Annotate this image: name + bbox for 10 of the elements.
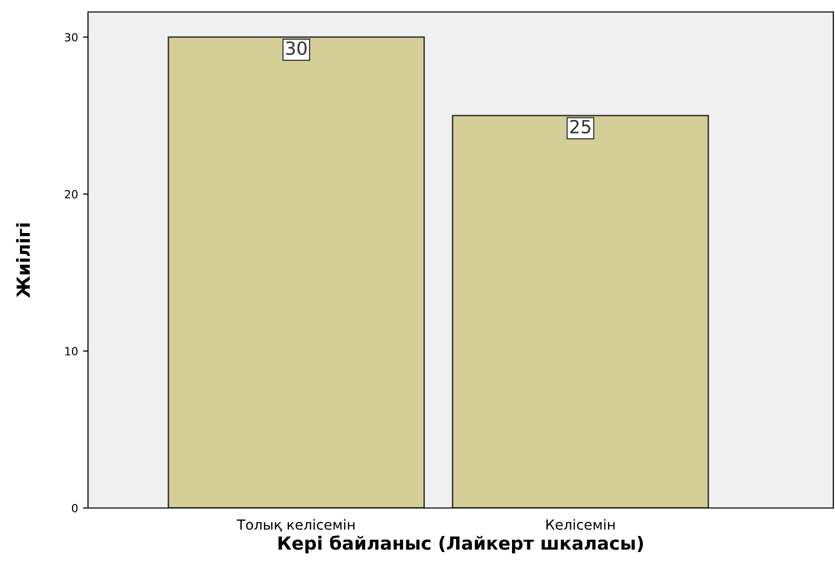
- x-tick-label: Толық келісемін: [236, 519, 354, 532]
- data-label: 30: [286, 41, 307, 56]
- y-tick-label: 30: [64, 33, 78, 42]
- x-tick-label: Келісемін: [546, 519, 615, 530]
- y-axis-title: Жиілігі: [16, 224, 30, 298]
- y-tick-label: 10: [65, 347, 78, 356]
- data-label: 25: [570, 120, 590, 134]
- y-tick-label: 20: [64, 190, 78, 198]
- y-tick-label: 0: [72, 504, 78, 512]
- x-axis-title: Кері байланыс (Лайкерт шкаласы): [278, 535, 643, 554]
